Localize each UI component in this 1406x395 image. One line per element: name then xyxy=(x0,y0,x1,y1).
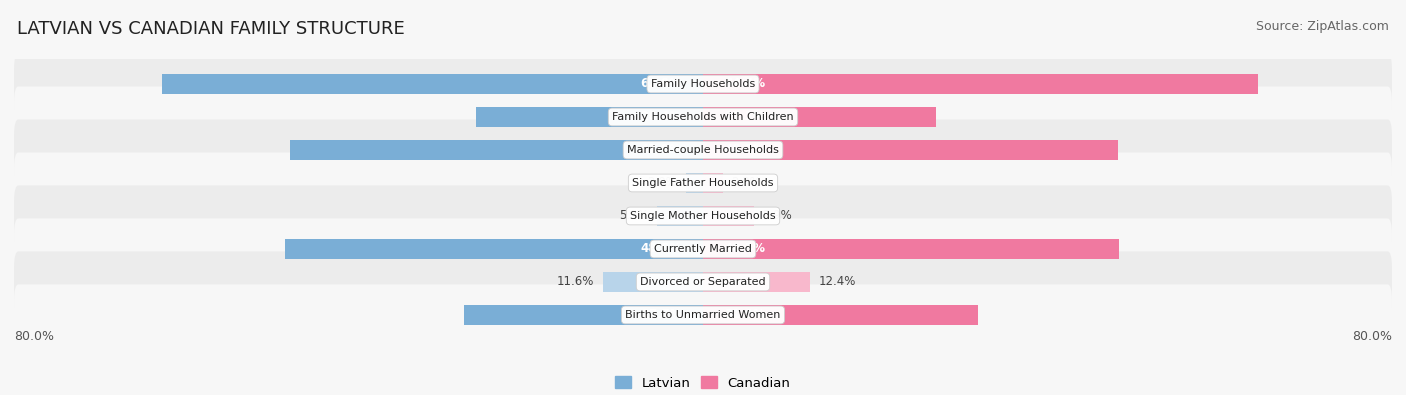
FancyBboxPatch shape xyxy=(14,284,1392,346)
FancyBboxPatch shape xyxy=(14,252,1392,312)
Bar xyxy=(464,305,703,325)
Text: 2.3%: 2.3% xyxy=(731,177,761,190)
Text: Single Father Households: Single Father Households xyxy=(633,178,773,188)
FancyBboxPatch shape xyxy=(14,185,1392,246)
FancyBboxPatch shape xyxy=(14,119,1392,181)
Text: Source: ZipAtlas.com: Source: ZipAtlas.com xyxy=(1256,20,1389,33)
Text: 5.3%: 5.3% xyxy=(619,209,648,222)
Bar xyxy=(703,206,754,226)
Text: 62.8%: 62.8% xyxy=(641,77,682,90)
Bar xyxy=(703,239,1119,259)
Bar xyxy=(291,140,703,160)
Text: LATVIAN VS CANADIAN FAMILY STRUCTURE: LATVIAN VS CANADIAN FAMILY STRUCTURE xyxy=(17,20,405,38)
Text: 48.5%: 48.5% xyxy=(640,243,682,256)
Text: Divorced or Separated: Divorced or Separated xyxy=(640,277,766,287)
Bar xyxy=(703,140,1118,160)
Bar xyxy=(285,239,703,259)
Text: 47.9%: 47.9% xyxy=(641,143,682,156)
Text: 27.1%: 27.1% xyxy=(724,111,765,124)
Bar xyxy=(703,272,810,292)
FancyBboxPatch shape xyxy=(14,218,1392,280)
Bar xyxy=(162,74,703,94)
Bar xyxy=(703,74,1257,94)
Bar xyxy=(703,107,936,127)
Text: 31.9%: 31.9% xyxy=(724,308,765,322)
Text: 64.4%: 64.4% xyxy=(724,77,766,90)
Bar xyxy=(686,173,703,193)
Text: 5.9%: 5.9% xyxy=(762,209,792,222)
Bar xyxy=(603,272,703,292)
Text: Currently Married: Currently Married xyxy=(654,244,752,254)
Text: Married-couple Households: Married-couple Households xyxy=(627,145,779,155)
Text: 11.6%: 11.6% xyxy=(557,275,595,288)
Text: 26.4%: 26.4% xyxy=(641,111,682,124)
Text: Family Households: Family Households xyxy=(651,79,755,89)
Text: Single Mother Households: Single Mother Households xyxy=(630,211,776,221)
Bar xyxy=(475,107,703,127)
Text: 2.0%: 2.0% xyxy=(647,177,678,190)
Text: 48.2%: 48.2% xyxy=(724,143,765,156)
Text: Births to Unmarried Women: Births to Unmarried Women xyxy=(626,310,780,320)
Text: 48.3%: 48.3% xyxy=(724,243,765,256)
Legend: Latvian, Canadian: Latvian, Canadian xyxy=(610,371,796,395)
FancyBboxPatch shape xyxy=(14,53,1392,115)
Text: 80.0%: 80.0% xyxy=(1353,330,1392,343)
FancyBboxPatch shape xyxy=(14,87,1392,147)
FancyBboxPatch shape xyxy=(14,152,1392,213)
Text: 80.0%: 80.0% xyxy=(14,330,53,343)
Text: Family Households with Children: Family Households with Children xyxy=(612,112,794,122)
Text: 27.7%: 27.7% xyxy=(641,308,682,322)
Bar xyxy=(703,305,977,325)
Bar xyxy=(703,173,723,193)
Bar xyxy=(658,206,703,226)
Text: 12.4%: 12.4% xyxy=(818,275,856,288)
